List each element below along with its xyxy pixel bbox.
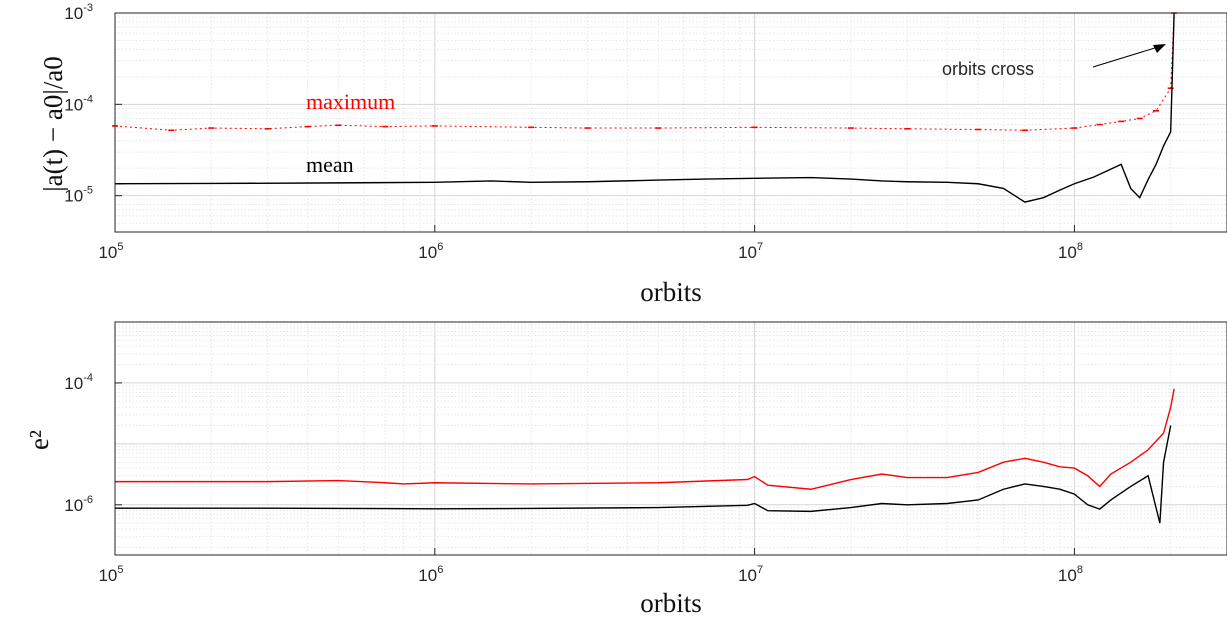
- x-tick-label: 106: [418, 564, 443, 585]
- top-panel: 105 106 107 108 10-5 10-4 10-3 orbits |a(t) −…: [38, 2, 1227, 307]
- x-tick-label: 106: [418, 241, 443, 262]
- top-y-ticks: 10-5 10-4 10-3: [64, 2, 122, 206]
- top-axes-box: [114, 12, 1227, 233]
- mean-line: [114, 12, 1175, 203]
- x-tick-label: 108: [1058, 241, 1083, 262]
- data-point: [584, 127, 591, 129]
- bottom-series: [115, 388, 1175, 524]
- data-point: [1118, 120, 1125, 123]
- x-tick-label: 105: [98, 564, 123, 585]
- top-x-ticks: 105 106 107 108: [98, 225, 1083, 262]
- data-point: [904, 127, 911, 130]
- x-tick-label: 107: [738, 564, 763, 585]
- x-tick-label: 107: [738, 241, 763, 262]
- bottom-y-ticks: 10-6 10-4: [64, 372, 122, 515]
- bottom-x-axis-label: orbits: [640, 588, 702, 618]
- bottom-y-axis-label: e²: [24, 430, 54, 450]
- bottom-plot-area: [115, 322, 1227, 555]
- data-point: [751, 126, 758, 129]
- y-tick-label: 10-4: [64, 93, 93, 114]
- data-point: [304, 125, 311, 128]
- data-point: [264, 127, 271, 130]
- data-point: [975, 128, 982, 131]
- top-series: [112, 12, 1178, 203]
- data-point: [335, 124, 342, 127]
- series-0-line: [115, 388, 1175, 490]
- orbits-cross-annotation: orbits cross: [942, 59, 1034, 79]
- x-tick-label: 105: [98, 241, 123, 262]
- data-point: [1153, 109, 1160, 112]
- bottom-axes-box: [114, 321, 1227, 556]
- y-tick-label: 10-6: [64, 494, 93, 515]
- y-tick-label: 10-3: [64, 2, 93, 23]
- data-point: [1071, 127, 1078, 129]
- bottom-panel: 105 106 107 108 10-6 10-4 orbits e²: [24, 321, 1227, 618]
- orbits-cross-arrow: [1092, 44, 1166, 68]
- mean-series-label: mean: [306, 152, 354, 177]
- top-x-axis-label: orbits: [640, 277, 702, 307]
- top-y-axis-label: |a(t) − a0|/a0: [38, 56, 68, 191]
- bottom-x-ticks: 105 106 107 108: [98, 548, 1083, 585]
- data-point: [655, 127, 662, 129]
- y-tick-label: 10-5: [64, 185, 93, 206]
- maximum-series-label: maximum: [306, 89, 395, 114]
- x-tick-label: 108: [1058, 564, 1083, 585]
- series-1-line: [115, 425, 1172, 524]
- y-tick-label: 10-4: [64, 372, 93, 393]
